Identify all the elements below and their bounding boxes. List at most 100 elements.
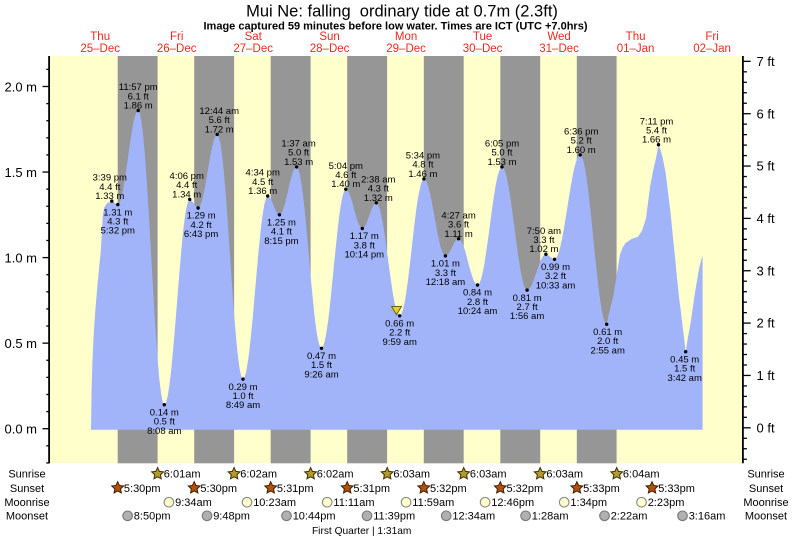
svg-text:1.31 m: 1.31 m	[103, 207, 132, 218]
svg-text:29–Dec: 29–Dec	[386, 43, 426, 55]
svg-text:4.4 ft: 4.4 ft	[176, 180, 197, 191]
svg-text:Sunrise: Sunrise	[8, 469, 45, 481]
svg-text:11:39pm: 11:39pm	[373, 511, 415, 523]
svg-text:0.99 m: 0.99 m	[541, 262, 570, 273]
svg-text:Image captured 59 minutes befo: Image captured 59 minutes before low wat…	[203, 21, 587, 33]
svg-text:4.5 ft: 4.5 ft	[252, 177, 273, 188]
svg-text:10:24 am: 10:24 am	[458, 306, 498, 317]
svg-text:1.25 m: 1.25 m	[267, 218, 296, 229]
svg-text:6:02am: 6:02am	[317, 469, 354, 481]
svg-text:6:04am: 6:04am	[623, 469, 660, 481]
svg-text:2.0 m: 2.0 m	[4, 80, 37, 95]
svg-text:Sunset: Sunset	[749, 483, 783, 495]
svg-text:Sunset: Sunset	[10, 483, 44, 495]
svg-text:02–Jan: 02–Jan	[693, 43, 731, 55]
svg-text:6:03am: 6:03am	[470, 469, 507, 481]
svg-text:9:59 am: 9:59 am	[383, 337, 417, 348]
svg-text:Thu: Thu	[626, 31, 646, 43]
svg-text:9:48pm: 9:48pm	[213, 511, 250, 523]
svg-text:26–Dec: 26–Dec	[157, 43, 197, 55]
svg-text:6:36 pm: 6:36 pm	[564, 127, 598, 138]
svg-text:5.6 ft: 5.6 ft	[209, 115, 230, 126]
svg-text:1.36 m: 1.36 m	[248, 186, 277, 197]
svg-text:5 ft: 5 ft	[757, 159, 775, 174]
svg-text:7 ft: 7 ft	[757, 54, 775, 69]
svg-text:Moonrise: Moonrise	[4, 497, 49, 509]
svg-text:Fri: Fri	[170, 31, 183, 43]
svg-text:0.81 m: 0.81 m	[513, 293, 542, 304]
svg-text:5.0 ft: 5.0 ft	[288, 148, 309, 159]
svg-text:2:38 am: 2:38 am	[361, 174, 395, 185]
svg-text:1.0 ft: 1.0 ft	[232, 391, 253, 402]
svg-text:0.14 m: 0.14 m	[150, 407, 179, 418]
svg-text:9:34am: 9:34am	[175, 497, 212, 509]
svg-text:0.47 m: 0.47 m	[307, 351, 336, 362]
svg-text:1.0 m: 1.0 m	[4, 251, 37, 266]
svg-text:Fri: Fri	[705, 31, 718, 43]
svg-text:12:44 am: 12:44 am	[199, 106, 239, 117]
svg-text:8:08 am: 8:08 am	[147, 426, 181, 437]
svg-text:4.3 ft: 4.3 ft	[107, 217, 128, 228]
svg-text:5:30pm: 5:30pm	[124, 483, 161, 495]
svg-text:4:34 pm: 4:34 pm	[246, 168, 280, 179]
svg-text:10:33 am: 10:33 am	[536, 280, 576, 291]
svg-text:0 ft: 0 ft	[757, 420, 775, 435]
svg-text:6:03am: 6:03am	[393, 469, 430, 481]
svg-text:Moonset: Moonset	[745, 511, 787, 523]
svg-text:5:04 pm: 5:04 pm	[329, 161, 363, 172]
svg-text:1.34 m: 1.34 m	[172, 189, 201, 200]
svg-text:1 ft: 1 ft	[757, 368, 775, 383]
svg-text:5.4 ft: 5.4 ft	[646, 126, 667, 137]
svg-text:3.2 ft: 3.2 ft	[545, 271, 566, 282]
svg-text:1.5 ft: 1.5 ft	[311, 360, 332, 371]
svg-text:6:02am: 6:02am	[240, 469, 277, 481]
svg-text:Thu: Thu	[90, 31, 110, 43]
svg-text:5:31pm: 5:31pm	[277, 483, 314, 495]
svg-text:5:32 pm: 5:32 pm	[101, 226, 135, 237]
svg-text:Moonset: Moonset	[6, 511, 48, 523]
svg-text:4 ft: 4 ft	[757, 211, 775, 226]
svg-text:4.8 ft: 4.8 ft	[412, 160, 433, 171]
svg-text:First Quarter | 1:31am: First Quarter | 1:31am	[312, 526, 411, 537]
svg-text:1.33 m: 1.33 m	[95, 191, 124, 202]
svg-text:Mui Ne: falling ordinary tide: Mui Ne: falling ordinary tide at 0.7m (2…	[246, 2, 558, 20]
svg-text:3.8 ft: 3.8 ft	[354, 240, 375, 251]
svg-text:2.8 ft: 2.8 ft	[467, 297, 488, 308]
svg-text:2.7 ft: 2.7 ft	[517, 302, 538, 313]
svg-text:28–Dec: 28–Dec	[310, 43, 350, 55]
svg-text:1.46 m: 1.46 m	[408, 169, 437, 180]
svg-text:4.3 ft: 4.3 ft	[368, 184, 389, 195]
svg-text:1.5 ft: 1.5 ft	[674, 364, 695, 375]
svg-text:Sunrise: Sunrise	[747, 469, 784, 481]
svg-text:1.53 m: 1.53 m	[284, 157, 313, 168]
svg-text:0.0 m: 0.0 m	[4, 422, 37, 437]
svg-text:0.61 m: 0.61 m	[593, 327, 622, 338]
svg-text:5.0 ft: 5.0 ft	[491, 148, 512, 159]
svg-text:8:15 pm: 8:15 pm	[264, 236, 298, 247]
svg-text:1.72 m: 1.72 m	[205, 124, 234, 135]
svg-text:1.66 m: 1.66 m	[642, 135, 671, 146]
svg-text:5:32pm: 5:32pm	[507, 483, 544, 495]
svg-text:25–Dec: 25–Dec	[80, 43, 120, 55]
svg-text:6.1 ft: 6.1 ft	[128, 91, 149, 102]
svg-text:2.2 ft: 2.2 ft	[389, 328, 410, 339]
svg-text:5:33pm: 5:33pm	[583, 483, 620, 495]
svg-text:5:33pm: 5:33pm	[658, 483, 695, 495]
svg-text:12:34am: 12:34am	[452, 511, 495, 523]
svg-text:7:11 pm: 7:11 pm	[640, 116, 674, 127]
svg-text:1.01 m: 1.01 m	[431, 259, 460, 270]
svg-text:0.45 m: 0.45 m	[670, 354, 699, 365]
svg-text:Wed: Wed	[547, 31, 570, 43]
svg-text:Sun: Sun	[319, 31, 339, 43]
svg-text:8:50pm: 8:50pm	[134, 511, 171, 523]
svg-text:1:34pm: 1:34pm	[570, 497, 607, 509]
svg-text:Tue: Tue	[473, 31, 492, 43]
svg-text:1.86 m: 1.86 m	[124, 101, 153, 112]
svg-text:3:16am: 3:16am	[689, 511, 726, 523]
svg-text:1.32 m: 1.32 m	[364, 193, 393, 204]
svg-text:2.0 ft: 2.0 ft	[597, 336, 618, 347]
svg-text:0.84 m: 0.84 m	[463, 288, 492, 299]
svg-text:3.3 ft: 3.3 ft	[533, 235, 554, 246]
svg-text:8:49 am: 8:49 am	[226, 400, 260, 411]
svg-text:1:28am: 1:28am	[532, 511, 569, 523]
